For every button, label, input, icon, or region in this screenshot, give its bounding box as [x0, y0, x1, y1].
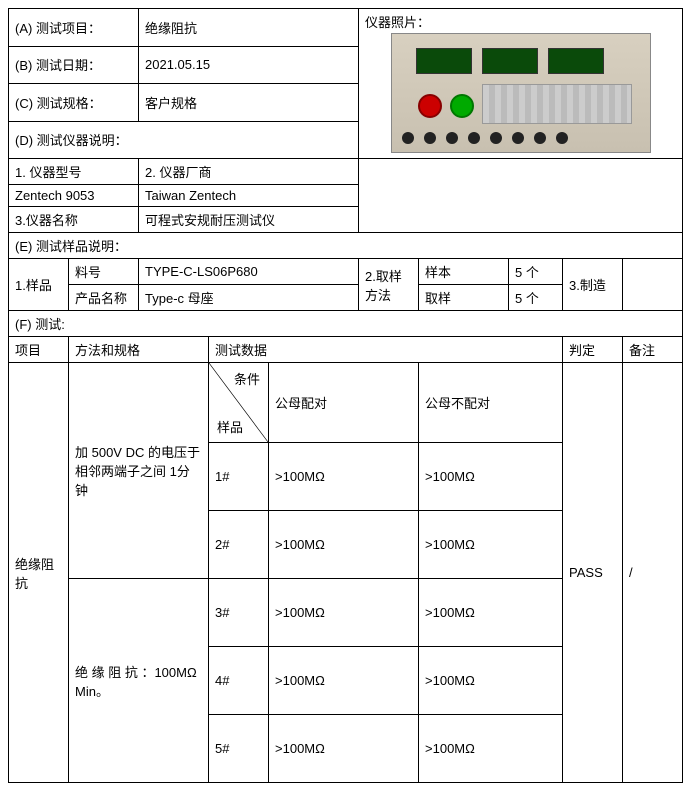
section-f-title: (F) 测试: [9, 311, 683, 337]
e-mfg-label: 3.制造 [563, 259, 623, 311]
diag-bottom: 样品 [217, 417, 243, 436]
d-blank [359, 159, 683, 233]
sample-2: 2# [209, 511, 269, 579]
value-a: 绝缘阻抗 [139, 9, 359, 47]
label-a: (A) 测试项目： [9, 9, 139, 47]
unmated-4: >100MΩ [419, 647, 563, 715]
d-col3: 3.仪器名称 [9, 207, 139, 233]
f-method1: 加 500V DC 的电压于相邻两端子之间 1分钟 [69, 363, 209, 579]
e-sample-label: 1.样品 [9, 259, 69, 311]
f-h-item: 项目 [9, 337, 69, 363]
d-col2: 2. 仪器厂商 [139, 159, 359, 185]
col-unmated: 公母不配对 [419, 363, 563, 443]
f-method2: 绝 缘 阻 抗 ：100MΩ Min。 [69, 579, 209, 783]
e-spec-val: 5 个 [509, 259, 563, 285]
e-partno-val: TYPE-C-LS06P680 [139, 259, 359, 285]
f-h-remark: 备注 [623, 337, 683, 363]
e-prodname-label: 产品名称 [69, 285, 139, 311]
section-e-title: (E) 测试样品说明： [9, 233, 683, 259]
diag-cell: 条件 样品 [209, 363, 269, 443]
label-b: (B) 测试日期： [9, 46, 139, 84]
sample-1: 1# [209, 443, 269, 511]
unmated-5: >100MΩ [419, 715, 563, 783]
e-mfg-val [623, 259, 683, 311]
e-method-label: 2.取样方法 [359, 259, 419, 311]
col-mated: 公母配对 [269, 363, 419, 443]
d-val2: Taiwan Zentech [139, 185, 359, 207]
photo-label: 仪器照片： [365, 12, 676, 31]
label-c: (C) 测试规格： [9, 84, 139, 122]
value-b: 2021.05.15 [139, 46, 359, 84]
sample-4: 4# [209, 647, 269, 715]
instrument-photo [391, 33, 651, 153]
section-d-title: (D) 测试仪器说明： [9, 121, 359, 159]
mated-5: >100MΩ [269, 715, 419, 783]
f-remark: / [623, 363, 683, 783]
e-spec-label: 样本 [419, 259, 509, 285]
f-h-judge: 判定 [563, 337, 623, 363]
diag-top: 条件 [234, 369, 260, 388]
sample-5: 5# [209, 715, 269, 783]
unmated-3: >100MΩ [419, 579, 563, 647]
mated-3: >100MΩ [269, 579, 419, 647]
e-partno-label: 料号 [69, 259, 139, 285]
d-val3: 可程式安规耐压测试仪 [139, 207, 359, 233]
mated-1: >100MΩ [269, 443, 419, 511]
unmated-2: >100MΩ [419, 511, 563, 579]
f-item: 绝缘阻抗 [9, 363, 69, 783]
f-h-method: 方法和规格 [69, 337, 209, 363]
mated-2: >100MΩ [269, 511, 419, 579]
unmated-1: >100MΩ [419, 443, 563, 511]
e-taken-label: 取样 [419, 285, 509, 311]
d-col1: 1. 仪器型号 [9, 159, 139, 185]
e-prodname-val: Type-c 母座 [139, 285, 359, 311]
f-judge: PASS [563, 363, 623, 783]
report-table: (A) 测试项目： 绝缘阻抗 仪器照片： (B) 测试日期： 2021.05.1… [8, 8, 683, 783]
photo-cell: 仪器照片： [359, 9, 683, 159]
sample-3: 3# [209, 579, 269, 647]
mated-4: >100MΩ [269, 647, 419, 715]
value-c: 客户规格 [139, 84, 359, 122]
d-val1: Zentech 9053 [9, 185, 139, 207]
f-h-data: 测试数据 [209, 337, 563, 363]
e-taken-val: 5 个 [509, 285, 563, 311]
